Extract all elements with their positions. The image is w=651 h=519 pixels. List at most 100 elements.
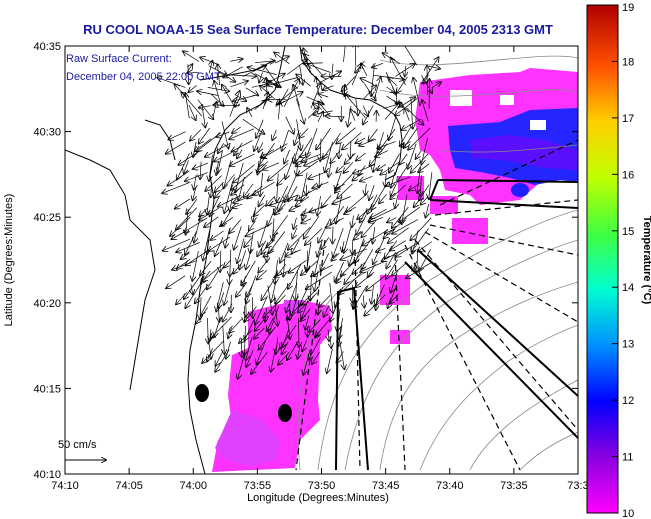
current-vector [199,106,211,108]
current-vector [356,98,358,116]
current-vector [188,72,200,73]
current-vector [230,81,247,88]
current-vector [183,51,200,62]
current-vector [371,285,373,303]
current-vector [342,241,344,252]
current-vector [222,85,236,107]
current-vector [259,220,268,247]
current-vector [293,85,300,107]
current-vector [369,217,384,222]
current-vector [247,285,253,297]
current-vector [318,94,329,97]
current-vector [317,112,323,122]
current-vector [287,340,299,360]
current-vector [201,295,212,315]
current-vector [248,67,277,75]
current-vector [229,273,230,284]
current-vector [243,275,245,286]
current-vector [215,174,235,197]
current-vector [356,271,375,287]
current-vector [388,77,398,87]
current-vector [213,102,217,118]
current-vector [278,194,287,212]
current-vector [377,164,387,170]
current-vector [268,163,289,180]
y-axis-label: Latitude (Degrees:Minutes) [3,194,15,327]
current-vector [258,261,267,273]
current-vector [218,71,235,82]
current-vector [193,162,209,169]
current-vector [354,231,363,239]
current-vector [163,238,191,251]
current-vector [303,350,311,375]
current-vector [242,66,266,77]
current-vector [210,93,223,106]
current-vector [271,348,276,372]
current-vector [333,228,344,257]
current-vector [244,325,245,356]
current-vector [391,58,406,85]
current-vector [238,352,246,379]
x-axis-label: Longitude (Degrees:Minutes) [247,492,389,504]
current-vector [218,292,225,308]
current-vector [172,260,197,270]
current-vector [288,264,302,289]
current-vector [270,194,299,206]
current-vector [232,204,243,208]
x-tick-label: 73:40 [436,480,464,492]
current-vector [302,296,310,319]
current-vector [245,306,257,322]
current-vector [232,140,253,152]
current-vector [172,230,186,239]
current-vector [359,138,377,146]
current-vector [330,150,341,164]
current-vector [411,228,429,252]
current-vector [360,260,386,272]
current-vector [331,253,340,260]
x-tick-label: 73:3 [567,480,588,492]
current-vector [202,340,225,363]
current-vector [375,150,388,157]
current-vector [401,141,411,147]
current-vector [351,109,356,121]
current-vector [274,269,290,277]
current-vector [278,102,280,120]
current-vector [296,159,308,166]
current-vector [246,248,252,269]
current-vector [338,325,343,347]
current-vector [363,295,364,308]
current-vector [207,270,219,290]
current-vector [166,275,186,289]
current-vector [254,204,266,216]
current-vector [257,340,266,364]
current-vector [409,183,420,191]
current-vector [221,121,229,149]
channel-outlines [335,179,578,471]
current-vector [288,186,298,201]
x-tick-label: 73:35 [500,480,528,492]
current-vector [330,297,341,322]
current-vector [340,248,368,260]
current-vector [342,132,362,149]
current-vector [361,249,374,269]
current-vector [266,195,275,206]
current-vector [200,161,201,179]
colorbar-label: Temperature (°C) [641,216,651,305]
current-vector [194,215,202,243]
current-vector [218,150,223,172]
current-vector [273,215,288,235]
colorbar-tick-label: 16 [622,169,634,181]
current-vector [273,294,278,326]
current-vector [232,126,241,133]
current-vector [301,260,319,275]
current-vector [257,240,267,257]
current-vector [157,78,186,88]
colorbar-tick-label: 13 [622,339,634,351]
current-vector [343,46,346,62]
current-vector [301,286,320,306]
current-vector [231,171,253,190]
y-tick-label: 40:25 [33,212,61,224]
current-vector [333,226,334,244]
current-vector [168,170,190,186]
current-vector [254,61,275,63]
